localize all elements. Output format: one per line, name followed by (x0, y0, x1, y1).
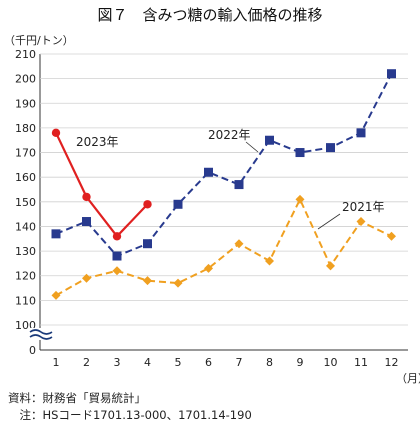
x-tick-label: 7 (236, 356, 243, 369)
data-point-2022年 (51, 229, 61, 239)
data-point-2022年 (387, 69, 396, 79)
y-tick-label: 120 (15, 270, 36, 283)
x-tick-label: 8 (266, 356, 273, 369)
y-tick-label: 210 (15, 48, 36, 61)
data-point-2023年 (112, 232, 122, 241)
data-point-2022年 (265, 135, 274, 145)
data-point-2022年 (234, 180, 244, 190)
data-point-2023年 (143, 200, 152, 209)
y-tick-label: 0 (29, 344, 36, 357)
chart-svg: 図７ 含みつ糖の輸入価格の推移 （千円/トン） （月） 010011012013… (4, 6, 420, 385)
y-tick-label: 190 (15, 97, 36, 110)
x-tick-label: 11 (354, 356, 368, 369)
y-tick-label: 150 (15, 196, 36, 209)
data-point-2022年 (143, 239, 152, 249)
series-line-2022年 (55, 73, 393, 258)
series-label-2022年: 2022年 (208, 128, 251, 142)
data-point-2021年 (112, 266, 122, 276)
y-tick-label: 110 (15, 294, 36, 307)
source-note: 資料：財務省「貿易統計」 (8, 391, 146, 405)
x-tick-label: 12 (385, 356, 399, 369)
x-axis-label: （月） (396, 372, 420, 385)
data-point-2022年 (204, 167, 213, 177)
x-tick-label: 6 (205, 356, 212, 369)
x-tick-label: 4 (144, 356, 151, 369)
data-point-2022年 (295, 148, 305, 158)
data-point-2021年 (204, 263, 213, 273)
data-point-2022年 (112, 251, 122, 261)
chart-title: 図７ 含みつ糖の輸入価格の推移 (97, 6, 322, 24)
data-point-2021年 (356, 217, 366, 227)
y-tick-label: 180 (15, 122, 36, 135)
data-point-2021年 (173, 278, 183, 288)
data-point-2022年 (173, 199, 183, 209)
x-tick-label: 3 (114, 356, 121, 369)
x-tick-label: 9 (297, 356, 304, 369)
data-point-2021年 (326, 261, 335, 271)
y-tick-label: 130 (15, 245, 36, 258)
axis-break-mask (30, 328, 52, 340)
data-point-2021年 (82, 273, 91, 283)
data-point-2021年 (387, 231, 396, 241)
data-point-2023年 (51, 128, 61, 138)
data-point-2021年 (143, 276, 152, 286)
data-point-2022年 (326, 143, 335, 153)
series-line-2023年 (55, 132, 149, 238)
series-label-leader (245, 141, 259, 153)
x-tick-label: 10 (324, 356, 338, 369)
data-point-2021年 (295, 194, 305, 204)
series-label-2023年: 2023年 (76, 135, 119, 149)
data-point-2022年 (82, 217, 91, 227)
data-point-2021年 (51, 290, 61, 300)
series-line-2021年 (55, 197, 392, 297)
axis-break-wave-bottom (29, 334, 53, 340)
data-point-2021年 (234, 239, 244, 249)
data-point-2022年 (356, 128, 366, 138)
x-tick-label: 1 (53, 356, 60, 369)
y-axis-label: （千円/トン） (4, 34, 74, 47)
y-tick-label: 160 (15, 171, 36, 184)
data-point-2021年 (265, 256, 274, 266)
series-label-2021年: 2021年 (342, 200, 385, 214)
y-tick-label: 140 (15, 220, 36, 233)
series-label-leader (317, 213, 341, 230)
hs-code-note: 注：HSコード1701.13-000、1701.14-190 (8, 408, 252, 422)
axis-break-wave-top (29, 329, 53, 335)
x-tick-label: 5 (175, 356, 182, 369)
y-tick-label: 170 (15, 147, 36, 160)
data-point-2023年 (82, 192, 91, 202)
x-tick-label: 2 (83, 356, 90, 369)
y-tick-label: 200 (15, 73, 36, 86)
